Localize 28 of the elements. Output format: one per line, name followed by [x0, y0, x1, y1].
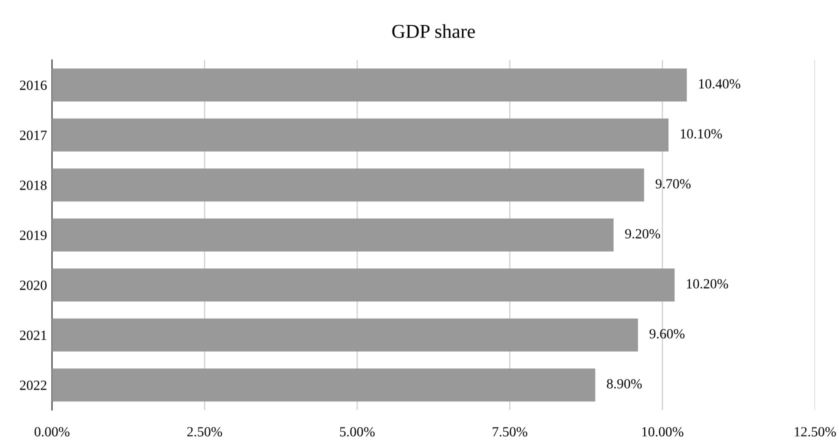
data-label: 10.20%: [686, 279, 728, 289]
data-label: 10.10%: [680, 129, 722, 139]
x-tick-label: 5.00%: [340, 427, 375, 436]
x-tick-label: 2.50%: [187, 427, 222, 436]
data-label: 9.60%: [650, 329, 684, 339]
x-tick-label: 12.50%: [794, 427, 836, 436]
data-label: 10.40%: [699, 79, 740, 89]
y-tick-label: 2020: [20, 280, 47, 290]
y-tick-label: 2016: [20, 80, 47, 90]
y-tick-label: 2018: [20, 180, 47, 190]
x-tick-label: 7.50%: [492, 427, 528, 436]
data-label: 9.20%: [625, 229, 660, 239]
bar: [52, 68, 687, 102]
bar: [52, 118, 669, 152]
y-tick-label: 2021: [20, 330, 46, 340]
chart-title: GDP share: [392, 24, 475, 38]
y-tick-label: 2019: [20, 230, 47, 240]
x-tick-label: 0.00%: [34, 427, 70, 436]
bar: [52, 268, 675, 302]
bar: [52, 168, 644, 202]
x-tick-label: 10.00%: [642, 427, 684, 436]
bar: [52, 218, 614, 252]
bar: [52, 368, 596, 402]
y-tick-label: 2022: [20, 380, 46, 390]
data-label: 8.90%: [606, 379, 642, 389]
data-label: 9.70%: [656, 179, 691, 189]
bar: [52, 318, 638, 352]
y-tick-label: 2017: [20, 130, 47, 140]
